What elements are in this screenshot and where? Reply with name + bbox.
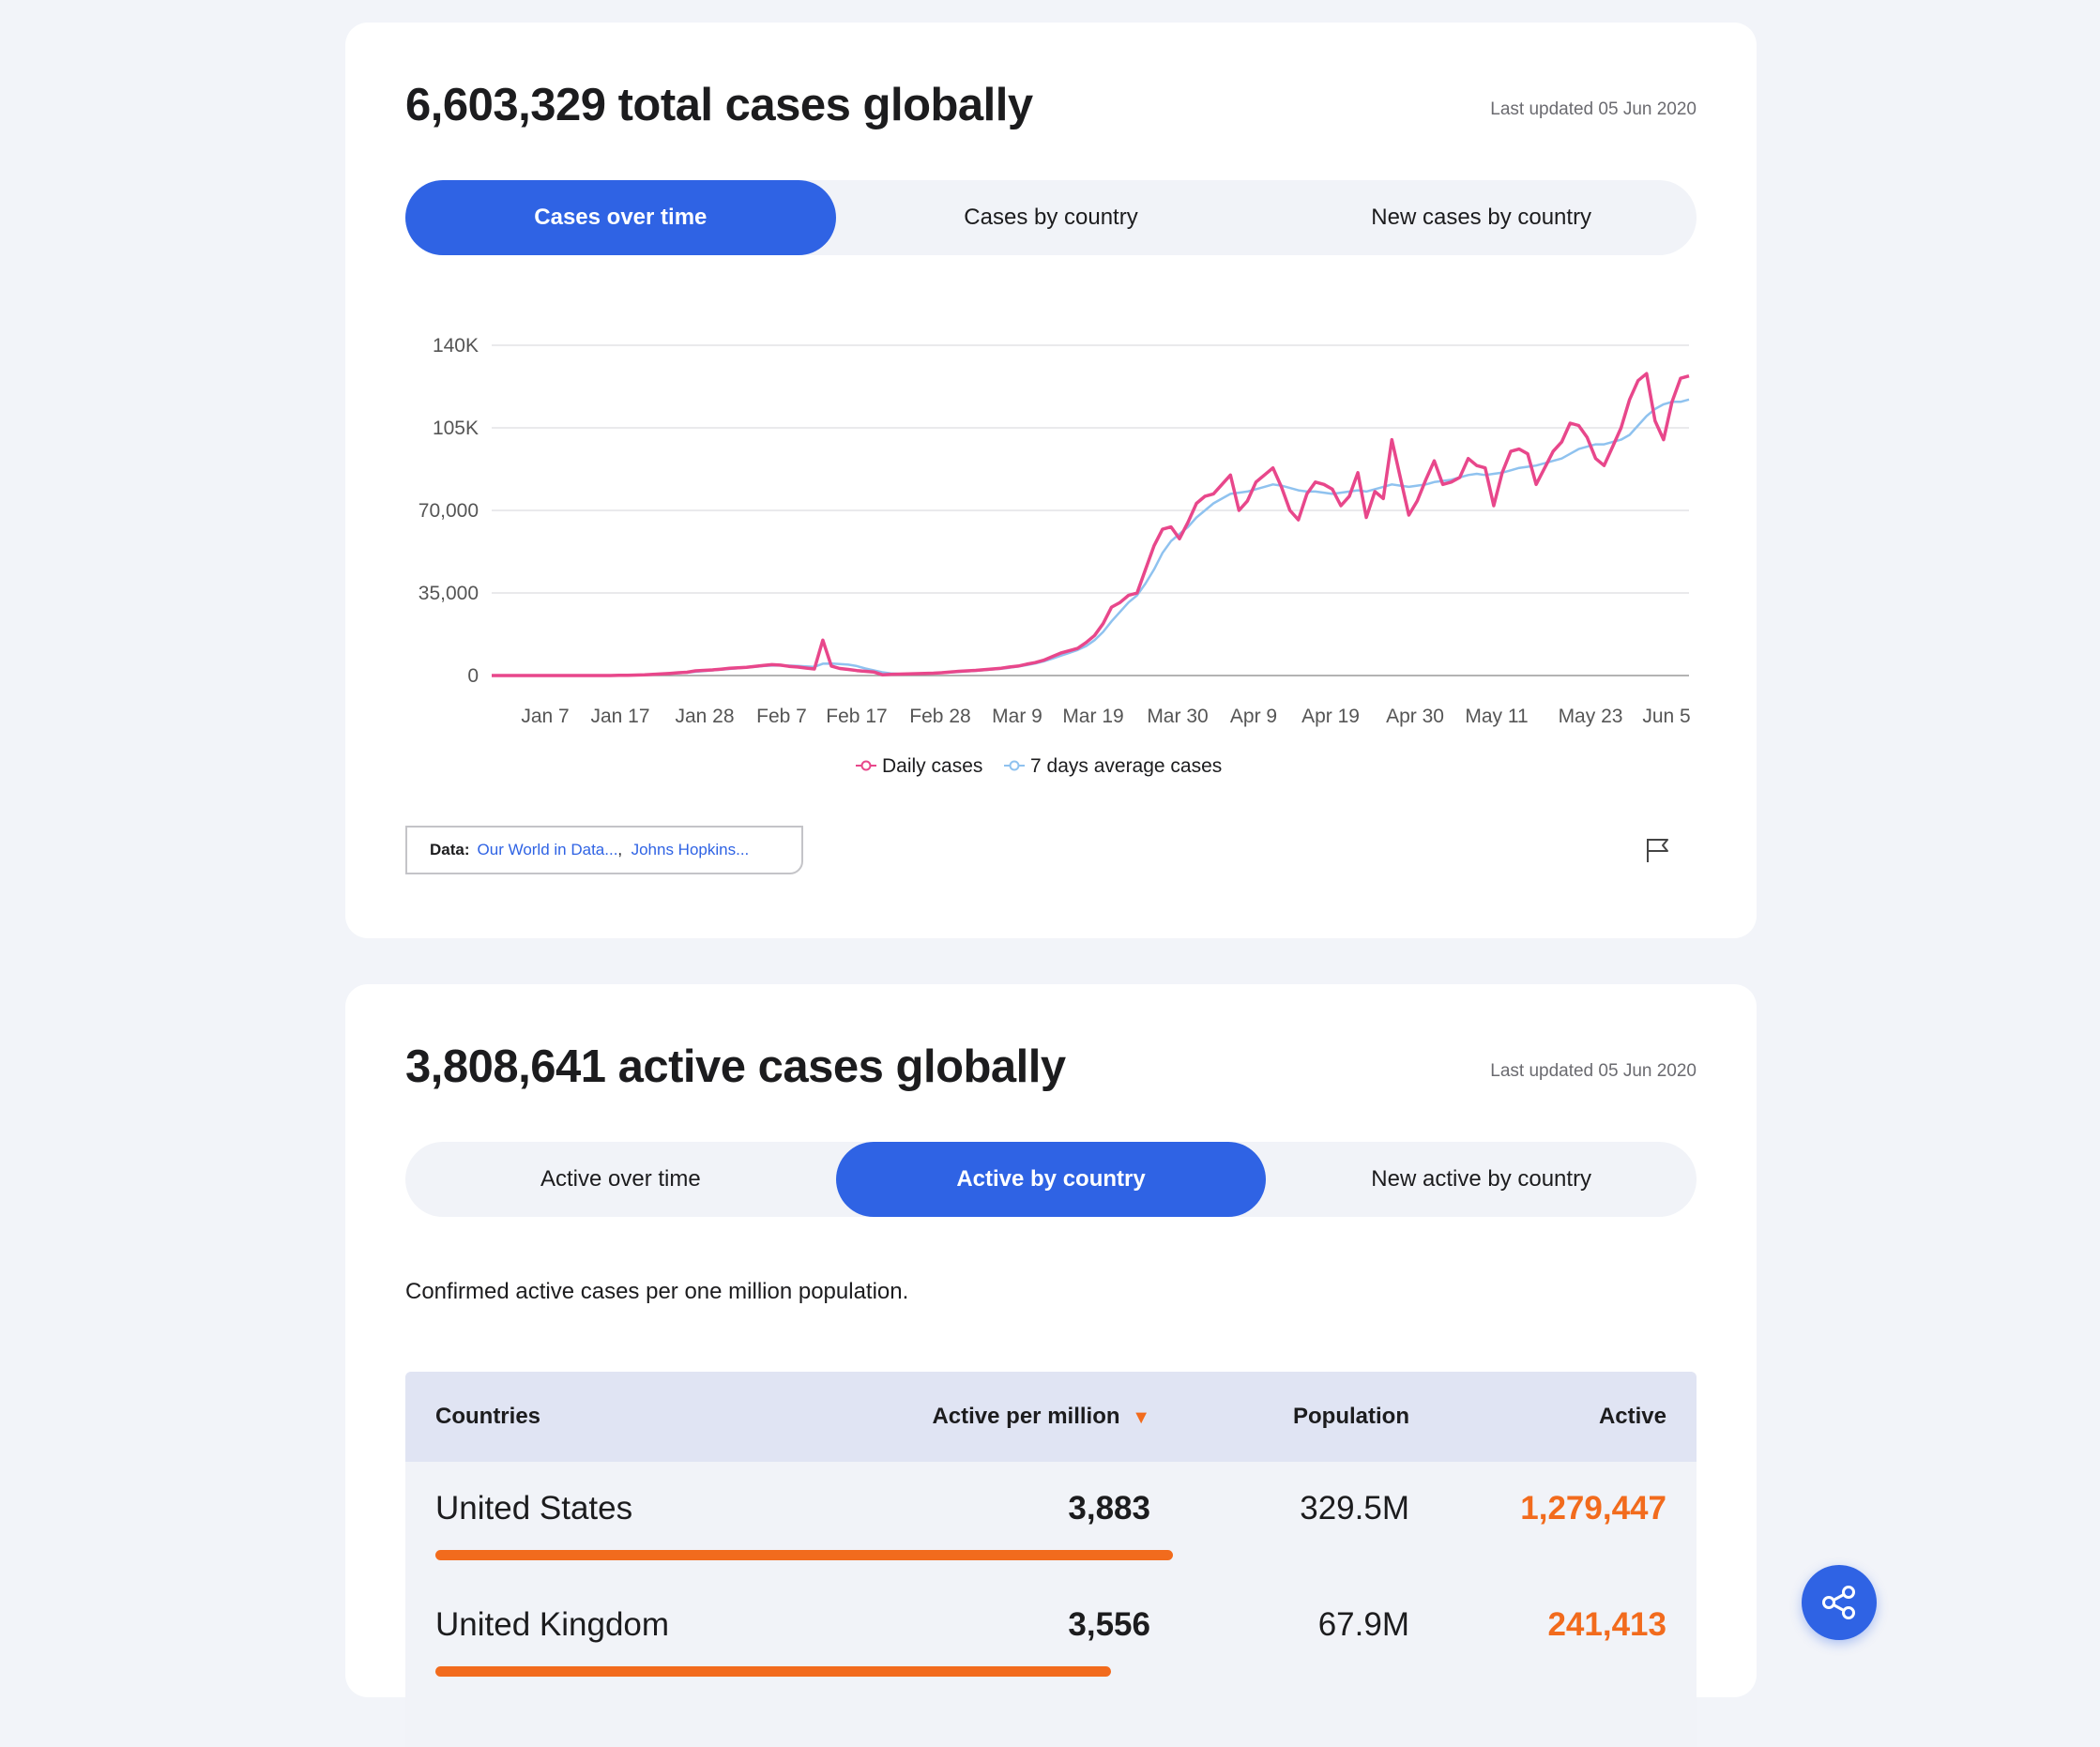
total-cases-title: 6,603,329 total cases globally [405, 80, 1033, 130]
x-tick-label: Mar 9 [992, 706, 1042, 727]
data-source-label: Data: [430, 841, 470, 858]
daily-cases-line [492, 372, 1690, 677]
last-updated: Last updated 05 Jun 2020 [1490, 1061, 1697, 1081]
country-name: United States [435, 1490, 633, 1527]
x-tick-label: Jun 5 [1642, 706, 1690, 727]
x-tick-label: Jan 7 [521, 706, 569, 727]
sort-desc-icon: ▼ [1132, 1407, 1150, 1428]
tab-new-cases-by-country[interactable]: New cases by country [1371, 205, 1592, 230]
header-active-per-million: Active per million [932, 1404, 1120, 1429]
x-tick-label: Feb 28 [909, 706, 970, 727]
table-row[interactable]: United States 3,883 329.5M 1,279,447 [405, 1462, 1697, 1578]
legend-label[interactable]: Daily cases [882, 755, 982, 777]
header-countries[interactable]: Countries [435, 1404, 541, 1429]
cases-line-chart: 0 35,000 70,000 105K 140K Jan 7 Jan 17 Jan 28 Fe… [418, 335, 1691, 777]
active-cases-title: 3,808,641 active cases globally [405, 1041, 1066, 1092]
population-value: 329.5M [1300, 1490, 1409, 1527]
average-cases-line [492, 398, 1690, 677]
total-cases-tabs: Cases over time Cases by country New cas… [405, 180, 1697, 255]
share-button[interactable] [1802, 1565, 1877, 1640]
tab-active-over-time[interactable]: Active over time [540, 1166, 701, 1192]
last-updated: Last updated 05 Jun 2020 [1490, 99, 1697, 119]
table-description: Confirmed active cases per one million p… [405, 1279, 909, 1304]
active-per-million-bar [435, 1666, 1111, 1677]
y-tick-label: 0 [467, 665, 479, 687]
active-per-million-value: 3,556 [1068, 1606, 1150, 1643]
active-value: 241,413 [1547, 1606, 1666, 1643]
y-tick-label: 105K [433, 418, 479, 439]
tab-cases-over-time[interactable]: Cases over time [405, 180, 836, 255]
legend-marker [1009, 760, 1020, 771]
source-separator: , [617, 841, 632, 858]
y-tick-label: 70,000 [418, 500, 479, 522]
x-tick-label: Apr 19 [1301, 706, 1360, 727]
legend-label[interactable]: 7 days average cases [1030, 755, 1222, 777]
table-row[interactable]: United Kingdom 3,556 67.9M 241,413 [405, 1578, 1697, 1694]
share-icon [1822, 1586, 1855, 1619]
active-per-million-value: 3,883 [1068, 1490, 1150, 1527]
header-active-per-million-wrap[interactable]: Active per million ▼ [932, 1404, 1150, 1430]
y-tick-label: 140K [433, 335, 479, 357]
legend-marker [860, 760, 872, 771]
total-cases-card: 6,603,329 total cases globally Last upda… [345, 23, 1757, 938]
x-tick-label: Mar 30 [1147, 706, 1208, 727]
source-link-owid[interactable]: Our World in Data... [477, 841, 618, 858]
x-tick-label: Feb 7 [756, 706, 807, 727]
x-tick-label: Apr 9 [1230, 706, 1277, 727]
header-population[interactable]: Population [1293, 1404, 1409, 1429]
active-cases-tabs: Active over time Active by country New a… [405, 1142, 1697, 1217]
x-tick-label: May 23 [1559, 706, 1623, 727]
x-tick-label: Mar 19 [1062, 706, 1123, 727]
country-name: United Kingdom [435, 1606, 670, 1643]
tab-cases-by-country[interactable]: Cases by country [964, 205, 1138, 230]
data-source-box: Data: Our World in Data... , Johns Hopki… [405, 826, 803, 874]
header-active[interactable]: Active [1598, 1404, 1666, 1429]
active-per-million-bar [435, 1550, 1173, 1560]
source-link-jhu[interactable]: Johns Hopkins... [631, 841, 750, 858]
active-cases-card: 3,808,641 active cases globally Last upd… [345, 984, 1757, 1747]
tab-new-active-by-country[interactable]: New active by country [1371, 1166, 1592, 1192]
y-tick-label: 35,000 [418, 583, 479, 604]
tab-active-by-country[interactable]: Active by country [835, 1142, 1267, 1217]
table-header: Countries Active per million ▼ Populatio… [405, 1372, 1697, 1462]
x-tick-label: Jan 17 [590, 706, 649, 727]
flag-icon[interactable] [1642, 835, 1672, 865]
active-value: 1,279,447 [1520, 1490, 1666, 1527]
population-value: 67.9M [1317, 1606, 1409, 1643]
x-tick-label: Apr 30 [1386, 706, 1444, 727]
x-tick-label: Feb 17 [826, 706, 887, 727]
x-tick-label: May 11 [1465, 706, 1528, 727]
active-cases-table: Countries Active per million ▼ Populatio… [405, 1372, 1697, 1747]
x-tick-label: Jan 28 [675, 706, 734, 727]
